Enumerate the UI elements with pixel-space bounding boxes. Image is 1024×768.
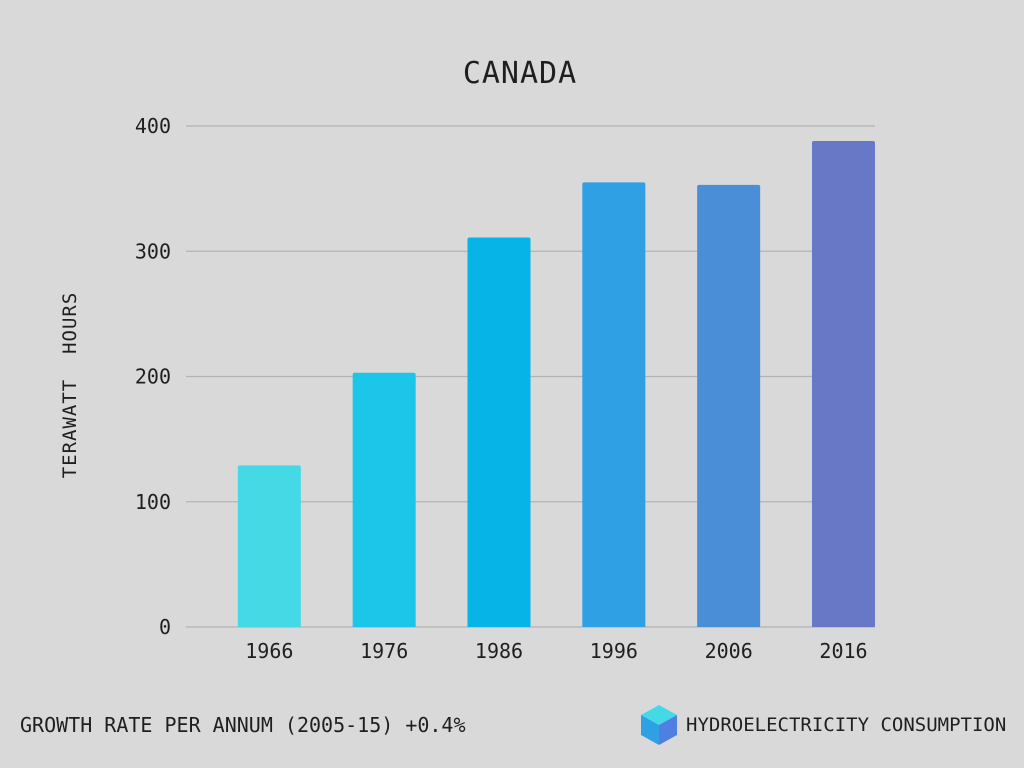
x-tick-label: 2016 [819,639,867,663]
y-tick-label: 200 [135,365,171,389]
y-tick-label: 300 [135,239,171,263]
y-tick-label: 100 [135,490,171,514]
legend-label: HYDROELECTRICITY CONSUMPTION [686,714,1007,736]
x-tick-label: 2006 [705,639,753,663]
bar [812,141,875,627]
x-tick-label: 1996 [590,639,638,663]
bar [697,184,761,627]
growth-rate-text: GROWTH RATE PER ANNUM (2005-15) +0.4% [20,713,466,737]
bar [467,237,531,627]
y-tick-label: 400 [135,114,171,138]
y-tick-label: 0 [159,615,171,639]
bar [237,465,301,627]
bar-chart: 0 100 200 300 400 1966 1976 1986 1996 2006 2016 [135,114,875,663]
cube-icon [641,705,677,745]
x-tick-label: 1986 [475,639,523,663]
chart-title: CANADA [462,56,578,91]
bar [352,372,416,627]
legend: HYDROELECTRICITY CONSUMPTION [640,704,1006,746]
x-tick-label: 1976 [360,639,408,663]
x-tick-label: 1966 [245,639,293,663]
bar [582,182,646,628]
